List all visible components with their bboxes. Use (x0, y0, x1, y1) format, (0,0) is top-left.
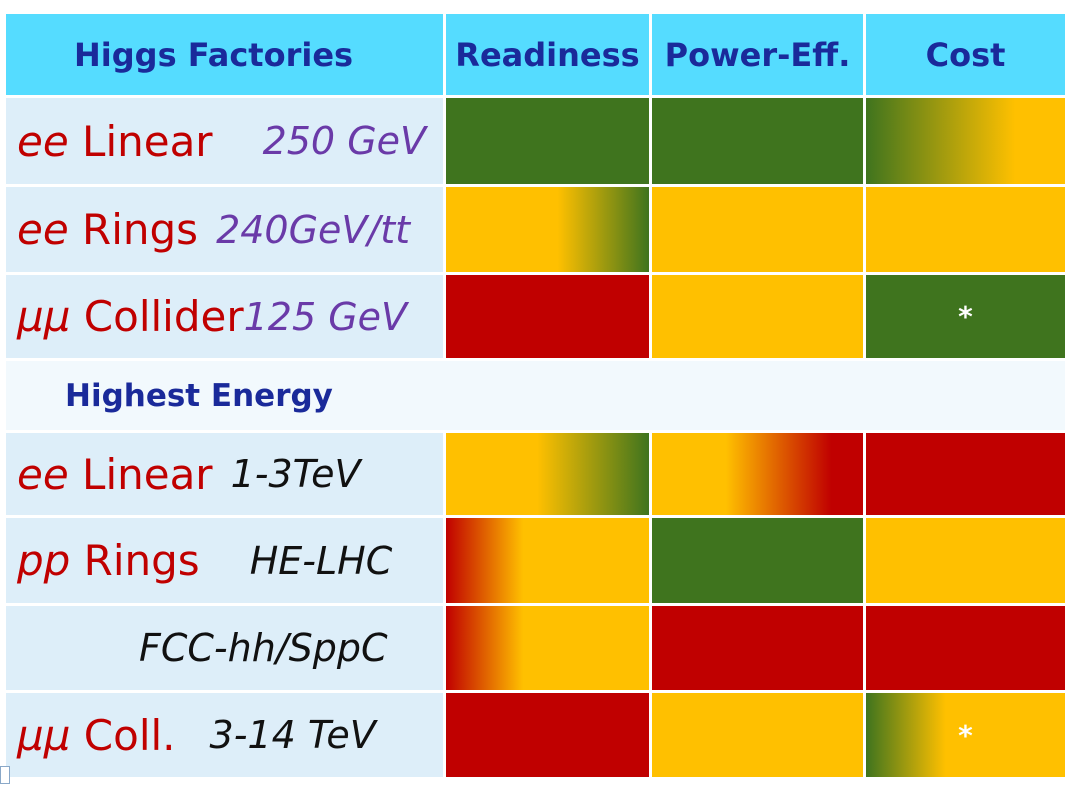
particle-type: μμ (17, 710, 71, 760)
energy-label: 125 GeV (243, 294, 408, 339)
header-higgs-factories: Higgs Factories (6, 14, 443, 95)
power-eff-cell (652, 693, 863, 777)
row-label: μμ Coll. 3-14 TeV (6, 693, 443, 777)
collider-name: Collider (70, 292, 244, 341)
section-title: Highest Energy (65, 377, 333, 414)
readiness-cell (446, 187, 649, 272)
asterisk-note: * (958, 300, 973, 333)
row-label: FCC-hh/SppC (6, 606, 443, 690)
readiness-cell (446, 433, 649, 515)
header-cost: Cost (866, 14, 1065, 95)
row-label: ee Rings 240GeV/tt (6, 187, 443, 272)
collider-name: Linear (68, 449, 213, 499)
power-eff-cell (652, 518, 863, 603)
header-power-eff: Power-Eff. (652, 14, 863, 95)
comparison-table: Higgs Factories Readiness Power-Eff. Cost ee… (6, 14, 1068, 780)
energy-label: 240GeV/tt (216, 207, 411, 252)
row-label: ee Linear 1-3TeV (6, 433, 443, 515)
energy-label: 3-14 TeV (209, 713, 376, 757)
readiness-cell (446, 518, 649, 603)
energy-label: 250 GeV (262, 119, 427, 163)
cost-cell (866, 518, 1065, 603)
particle-type: ee (17, 449, 69, 499)
collider-name: Rings (68, 205, 199, 254)
particle-type: ee (17, 116, 69, 166)
particle-type: pp (17, 536, 71, 585)
particle-type: μμ (17, 292, 71, 341)
readiness-cell (446, 98, 649, 184)
cost-cell: * (866, 693, 1065, 777)
power-eff-cell (652, 187, 863, 272)
power-eff-cell (652, 98, 863, 184)
section-row-highest-energy: Highest Energy (6, 361, 1065, 430)
asterisk-note: * (958, 718, 973, 752)
row-label: ee Linear 250 GeV (6, 98, 443, 184)
collider-name: Linear (68, 116, 213, 166)
power-eff-cell (652, 275, 863, 358)
energy-label: FCC-hh/SppC (139, 626, 388, 670)
particle-type: ee (17, 205, 69, 254)
cost-cell (866, 606, 1065, 690)
power-eff-cell (652, 606, 863, 690)
energy-label: HE-LHC (249, 538, 393, 583)
cost-cell (866, 98, 1065, 184)
readiness-cell (446, 275, 649, 358)
row-label: μμ Collider 125 GeV (6, 275, 443, 358)
readiness-cell (446, 606, 649, 690)
collider-name: Rings (70, 536, 200, 585)
box-icon (0, 766, 10, 784)
header-readiness: Readiness (446, 14, 649, 95)
row-label: pp Rings HE-LHC (6, 518, 443, 603)
collider-name: Coll. (70, 710, 176, 760)
cost-cell (866, 187, 1065, 272)
power-eff-cell (652, 433, 863, 515)
cost-cell: * (866, 275, 1065, 358)
energy-label: 1-3TeV (230, 452, 361, 496)
readiness-cell (446, 693, 649, 777)
cost-cell (866, 433, 1065, 515)
